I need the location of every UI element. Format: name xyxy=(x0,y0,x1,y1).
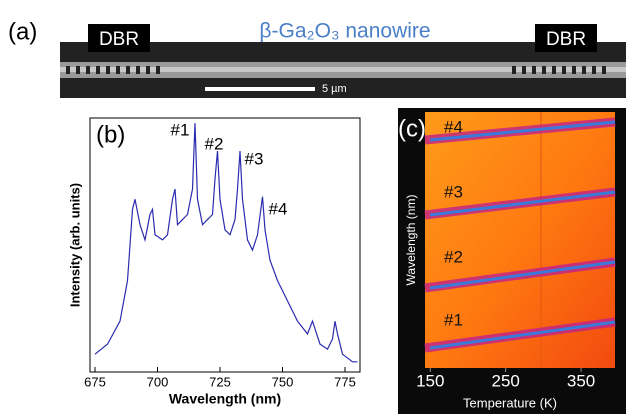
peak-annotation: #2 xyxy=(205,134,224,153)
grating-slot xyxy=(572,66,576,74)
grating-slot xyxy=(522,66,526,74)
plot-frame xyxy=(89,117,361,373)
peak-annotation: #1 xyxy=(171,120,190,139)
grating-slot xyxy=(136,66,140,74)
x-axis-label: Temperature (K) xyxy=(463,395,557,410)
grating-slot xyxy=(146,66,150,74)
stitch-line xyxy=(540,112,542,368)
x-axis-label: Wavelength (nm) xyxy=(169,391,281,407)
x-tick-label: 775 xyxy=(334,374,356,389)
grating-slot xyxy=(86,66,90,74)
mode-annotation: #1 xyxy=(444,310,463,329)
mode-band-core xyxy=(429,320,616,350)
grating-slot xyxy=(76,66,80,74)
x-tick-label: 150 xyxy=(416,371,444,390)
dbr-box xyxy=(535,24,597,52)
grating-slot xyxy=(562,66,566,74)
x-tick-label: 725 xyxy=(209,374,231,389)
x-tick-label: 750 xyxy=(272,374,294,389)
mode-annotation: #4 xyxy=(444,117,463,136)
y-axis-label: Intensity (arb. units) xyxy=(67,183,82,307)
grating-slot xyxy=(156,66,160,74)
grating-slot xyxy=(126,66,130,74)
peak-annotation: #3 xyxy=(245,149,264,168)
peak-annotation: #4 xyxy=(269,199,288,218)
spectrum-line xyxy=(94,123,358,363)
x-tick-label: 350 xyxy=(567,371,595,390)
nanowire-highlight xyxy=(60,67,626,72)
x-tick-label: 250 xyxy=(491,371,519,390)
grating-slot xyxy=(66,66,70,74)
dbr-box xyxy=(88,24,150,52)
grating-slot xyxy=(552,66,556,74)
scale-label: 5 µm xyxy=(322,83,347,95)
grating-slot xyxy=(532,66,536,74)
mode-band-core xyxy=(429,120,616,142)
grating-slot xyxy=(592,66,596,74)
mode-annotation: #3 xyxy=(444,182,463,201)
mode-bands xyxy=(424,117,616,353)
panel-label: (a) xyxy=(8,18,37,45)
y-axis-label: Wavelength (nm) xyxy=(404,195,418,286)
grating-slot xyxy=(512,66,516,74)
x-tick-label: 700 xyxy=(147,374,169,389)
x-tick-label: 675 xyxy=(84,374,106,389)
grating-slot xyxy=(116,66,120,74)
dbr-gratings xyxy=(66,66,606,74)
mode-annotation: #2 xyxy=(444,247,463,266)
grating-slot xyxy=(542,66,546,74)
grating-slot xyxy=(602,66,606,74)
mode-band-core xyxy=(429,190,616,217)
mode-band-core xyxy=(429,260,616,290)
panel-label: (b) xyxy=(96,121,125,148)
panel-title: β-Ga₂O₃ nanowire xyxy=(259,20,430,43)
panel-label: (c) xyxy=(398,115,426,142)
dbr-label: DBR xyxy=(546,29,586,50)
grating-slot xyxy=(106,66,110,74)
grating-slot xyxy=(96,66,100,74)
scale-bar xyxy=(205,87,315,91)
grating-slot xyxy=(582,66,586,74)
dbr-label: DBR xyxy=(99,29,139,50)
